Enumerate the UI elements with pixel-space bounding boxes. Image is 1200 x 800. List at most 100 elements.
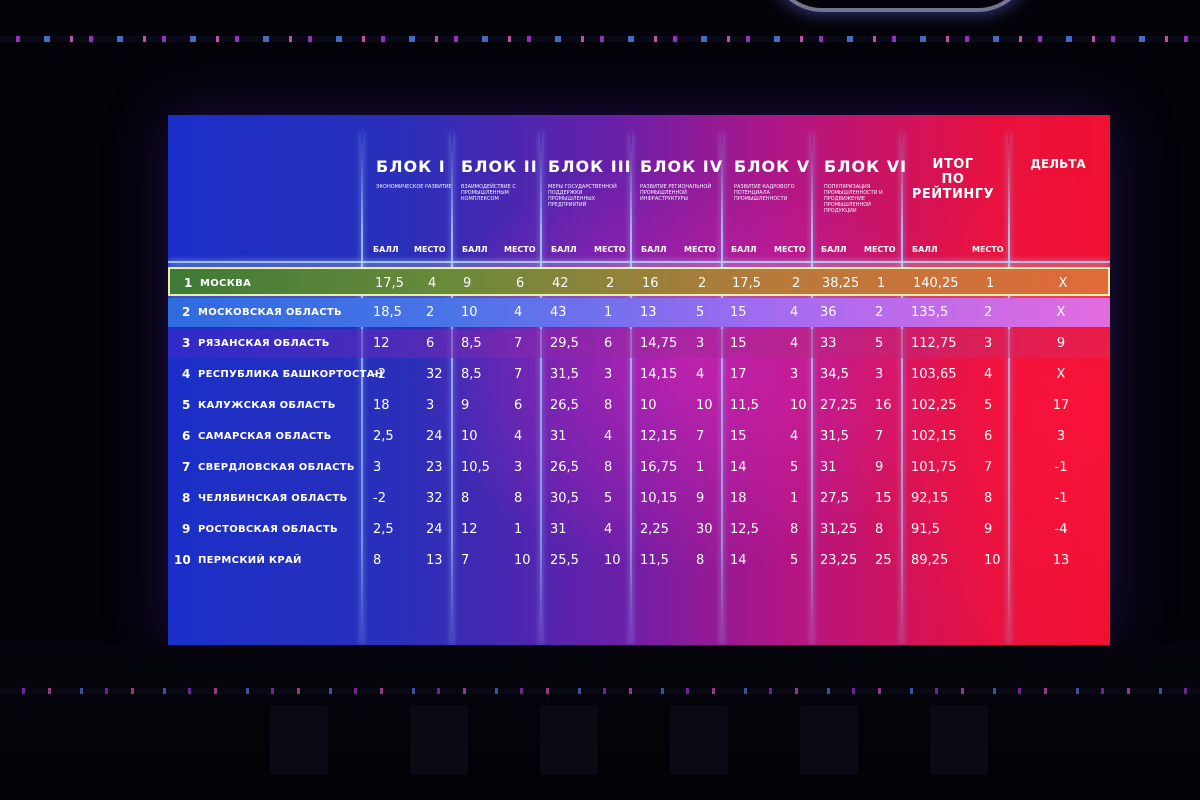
block5-place: 3 [790, 367, 799, 382]
total-score: 135,5 [911, 305, 949, 320]
delta-value: X [1058, 276, 1068, 291]
block2-place: 4 [514, 429, 523, 444]
region-name: Рязанская область [198, 338, 330, 349]
block2-place: 6 [516, 276, 525, 291]
stage-light-strip-top [0, 36, 1200, 42]
block6-score: 27,5 [820, 491, 849, 506]
score-label: БАЛЛ [641, 245, 667, 254]
block4-score: 10,15 [640, 491, 678, 506]
total-header-line: РЕЙТИНГУ [911, 187, 995, 202]
block2-score: 10,5 [461, 460, 490, 475]
score-label: БАЛЛ [551, 245, 577, 254]
table-row: 3 Рязанская область 12 6 8,5 7 29,5 6 14… [168, 329, 1110, 358]
block1-place: 24 [426, 429, 443, 444]
block4-place: 2 [698, 276, 707, 291]
block2-score: 8 [461, 491, 470, 506]
block-subtitle: Экономическое развитие [376, 184, 452, 190]
block5-place: 1 [790, 491, 799, 506]
header-divider [168, 261, 1110, 263]
table-row: 8 Челябинская область -2 32 8 8 30,5 5 1… [168, 484, 1110, 513]
block4-score: 2,25 [640, 522, 669, 537]
column-divider [540, 133, 542, 645]
total-place: 9 [984, 522, 993, 537]
rank: 8 [182, 491, 191, 505]
block1-score: 18 [373, 398, 390, 413]
place-label: МЕСТО [864, 245, 896, 254]
block3-score: 43 [550, 305, 567, 320]
block1-place: 13 [426, 553, 443, 568]
block3-score: 29,5 [550, 336, 579, 351]
block2-place: 7 [514, 336, 523, 351]
block-subtitle: Меры государственной поддержки промышлен… [548, 184, 617, 208]
block5-score: 15 [730, 305, 747, 320]
block-title: БЛОК VI [824, 157, 908, 176]
block5-score: 15 [730, 336, 747, 351]
block4-score: 14,15 [640, 367, 678, 382]
presidium-chair [540, 705, 598, 775]
region-name: Пермский край [198, 555, 302, 566]
stage-light-arc [770, 0, 1030, 12]
score-label: БАЛЛ [373, 245, 399, 254]
table-row: 6 Самарская область 2,5 24 10 4 31 4 12,… [168, 422, 1110, 451]
block6-score: 31 [820, 460, 837, 475]
place-label: МЕСТО [774, 245, 806, 254]
block6-place: 16 [875, 398, 892, 413]
block-title: БЛОК IV [640, 157, 724, 176]
block3-score: 31 [550, 522, 567, 537]
total-score: 112,75 [911, 336, 957, 351]
block6-place: 9 [875, 460, 884, 475]
block1-place: 3 [426, 398, 435, 413]
block6-place: 5 [875, 336, 884, 351]
table-row: 7 Свердловская область 3 23 10,5 3 26,5 … [168, 453, 1110, 482]
block4-score: 16 [642, 276, 659, 291]
total-place: 5 [984, 398, 993, 413]
rank: 6 [182, 429, 191, 443]
total-place: 2 [984, 305, 993, 320]
column-divider [630, 133, 632, 645]
place-label: МЕСТО [504, 245, 536, 254]
block-header: БЛОК V Развитие кадрового потенциала про… [734, 157, 812, 202]
block2-place: 1 [514, 522, 523, 537]
table-row: 2 Московская область 18,5 2 10 4 43 1 13… [168, 298, 1110, 327]
column-divider [361, 133, 363, 645]
block4-place: 30 [696, 522, 713, 537]
block6-score: 31,5 [820, 429, 849, 444]
block5-place: 5 [790, 460, 799, 475]
block3-place: 8 [604, 460, 613, 475]
total-place: 7 [984, 460, 993, 475]
region-name: Челябинская область [198, 493, 348, 504]
delta-value: 3 [1056, 429, 1066, 444]
block2-score: 7 [461, 553, 470, 568]
block3-place: 1 [604, 305, 613, 320]
region-name: Самарская область [198, 431, 332, 442]
presidium-chair [800, 705, 858, 775]
presidium-chair [270, 705, 328, 775]
block-subtitle: Популяризация промышленности и продвижен… [824, 184, 883, 214]
column-divider [721, 133, 723, 645]
block5-score: 12,5 [730, 522, 759, 537]
block5-place: 4 [790, 336, 799, 351]
delta-value: 13 [1052, 553, 1070, 568]
block5-score: 17 [730, 367, 747, 382]
block5-score: 18 [730, 491, 747, 506]
total-place: 1 [986, 276, 995, 291]
block-subtitle: Развитие региональной промышленной инфра… [640, 184, 712, 202]
block4-score: 12,15 [640, 429, 678, 444]
block4-score: 14,75 [640, 336, 678, 351]
block1-score: 17,5 [375, 276, 404, 291]
place-label: МЕСТО [414, 245, 446, 254]
presidium-chair [410, 705, 468, 775]
block6-score: 33 [820, 336, 837, 351]
total-rating-header: ИТОГ ПО РЕЙТИНГУ [908, 157, 998, 202]
block4-place: 3 [696, 336, 705, 351]
place-label: МЕСТО [684, 245, 716, 254]
block-subtitle: Развитие кадрового потенциала промышленн… [734, 184, 795, 202]
rank: 5 [182, 398, 191, 412]
total-score: 101,75 [911, 460, 957, 475]
block1-place: 23 [426, 460, 443, 475]
block1-score: 18,5 [373, 305, 402, 320]
block2-place: 10 [514, 553, 531, 568]
block6-place: 8 [875, 522, 884, 537]
block1-score: -2 [373, 491, 386, 506]
rank: 9 [182, 522, 191, 536]
